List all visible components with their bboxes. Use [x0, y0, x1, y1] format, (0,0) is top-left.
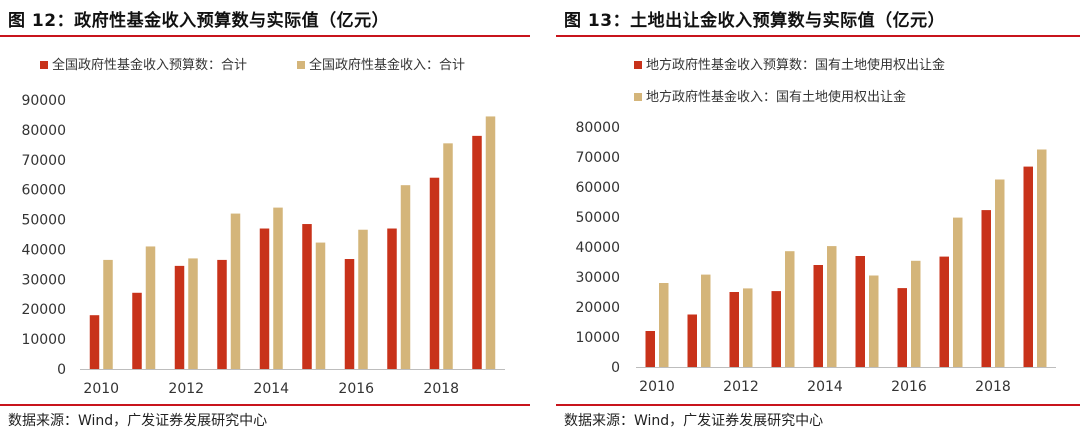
legend-swatch — [297, 60, 305, 69]
bar-budget-2015 — [855, 256, 865, 367]
y-tick-label: 70000 — [21, 153, 66, 169]
bar-budget-2015 — [302, 224, 312, 369]
source-note: 数据来源：Wind，广发证券发展研究中心 — [564, 413, 824, 429]
source-rule — [556, 404, 1080, 406]
chart-title: 图 12：政府性基金收入预算数与实际值（亿元） — [8, 11, 390, 31]
bar-budget-2010 — [645, 331, 655, 367]
y-tick-label: 60000 — [575, 180, 620, 196]
bar-budget-2018 — [981, 210, 991, 367]
bar-actual-2010 — [103, 259, 113, 369]
bar-budget-2010 — [89, 315, 100, 369]
bar-budget-2012 — [729, 292, 739, 367]
legend-item-budget: 全国政府性基金收入预算数：合计 — [40, 54, 247, 73]
bar-actual-2019 — [1037, 149, 1047, 367]
bar-actual-2013 — [785, 251, 795, 367]
bar-actual-2014 — [273, 207, 283, 369]
bar-budget-2017 — [387, 228, 397, 369]
y-tick-label: 50000 — [575, 210, 620, 226]
x-tick-label: 2010 — [83, 381, 119, 397]
chart-title: 图 13：土地出让金收入预算数与实际值（亿元） — [564, 11, 946, 31]
bar-actual-2018 — [995, 179, 1005, 367]
legend-label: 全国政府性基金收入：合计 — [309, 58, 466, 73]
bar-actual-2016 — [358, 229, 368, 369]
legend-label: 地方政府性基金收入：国有土地使用权出让金 — [646, 90, 907, 105]
chart-panel-left: 图 12：政府性基金收入预算数与实际值（亿元） 全国政府性基金收入预算数：合计 全… — [0, 0, 530, 439]
y-tick-label: 50000 — [21, 213, 66, 229]
bar-actual-2015 — [869, 275, 879, 367]
legend-item-budget: 地方政府性基金收入预算数：国有土地使用权出让金 — [634, 54, 945, 73]
y-tick-label: 0 — [611, 360, 620, 376]
x-tick-label: 2018 — [423, 381, 459, 397]
title-rule — [0, 35, 530, 37]
y-tick-label: 80000 — [575, 120, 620, 136]
x-tick-label: 2016 — [338, 381, 374, 397]
bar-actual-2012 — [188, 258, 198, 369]
x-tick-label: 2014 — [253, 381, 289, 397]
title-rule — [556, 35, 1080, 37]
legend-swatch — [40, 60, 48, 69]
x-tick-label: 2012 — [168, 381, 204, 397]
bar-chart-svg: 0 10000 20000 30000 40000 50000 60000 70000 8000… — [575, 120, 1056, 395]
bar-actual-2016 — [911, 260, 921, 367]
y-tick-label: 0 — [57, 362, 66, 378]
bar-actual-2014 — [827, 246, 837, 367]
y-tick-label: 70000 — [575, 150, 620, 166]
bar-actual-2019 — [485, 116, 496, 369]
legend-label: 全国政府性基金收入预算数：合计 — [52, 58, 248, 73]
bar-budget-2014 — [259, 228, 270, 369]
source-note: 数据来源：Wind，广发证券发展研究中心 — [8, 413, 268, 429]
bar-budget-2018 — [429, 177, 440, 369]
legend-swatch — [634, 60, 642, 69]
bar-actual-2017 — [953, 217, 963, 367]
bar-budget-2013 — [771, 291, 781, 367]
y-tick-label: 60000 — [21, 183, 66, 199]
bar-actual-2012 — [743, 288, 753, 367]
bar-chart-svg: 0 10000 20000 30000 40000 50000 60000 70000 8000… — [21, 93, 505, 397]
legend-item-actual: 全国政府性基金收入：合计 — [297, 54, 465, 73]
source-rule — [0, 404, 530, 406]
x-tick-label: 2012 — [723, 379, 759, 395]
bar-budget-2014 — [813, 265, 823, 367]
chart-panel-right: 图 13：土地出让金收入预算数与实际值（亿元） 地方政府性基金收入预算数：国有土… — [556, 0, 1080, 439]
y-tick-label: 30000 — [575, 270, 620, 286]
bar-budget-2017 — [939, 256, 949, 367]
x-tick-label: 2014 — [807, 379, 843, 395]
x-tick-label: 2018 — [975, 379, 1011, 395]
y-tick-label: 10000 — [21, 332, 66, 348]
bar-actual-2011 — [145, 246, 156, 369]
x-tick-label: 2016 — [891, 379, 927, 395]
bar-budget-2019 — [472, 135, 482, 369]
x-tick-label: 2010 — [639, 379, 675, 395]
y-tick-label: 40000 — [21, 242, 66, 258]
bar-budget-2011 — [132, 292, 142, 369]
legend-swatch — [634, 92, 642, 101]
legend-item-actual: 地方政府性基金收入：国有土地使用权出让金 — [634, 86, 906, 105]
bar-budget-2013 — [217, 259, 227, 369]
bar-actual-2017 — [400, 185, 411, 369]
bar-actual-2010 — [659, 283, 669, 367]
y-tick-label: 30000 — [21, 272, 66, 288]
legend-label: 地方政府性基金收入预算数：国有土地使用权出让金 — [646, 58, 946, 73]
bar-budget-2011 — [687, 314, 697, 367]
bar-actual-2011 — [701, 274, 711, 367]
bar-budget-2016 — [897, 288, 907, 367]
bar-actual-2015 — [315, 242, 326, 369]
y-tick-label: 80000 — [21, 123, 66, 139]
y-tick-label: 20000 — [21, 302, 66, 318]
y-tick-label: 90000 — [21, 93, 66, 109]
y-tick-label: 40000 — [575, 240, 620, 256]
bar-actual-2013 — [230, 213, 241, 369]
bar-budget-2012 — [174, 265, 185, 369]
y-tick-label: 20000 — [575, 300, 620, 316]
y-tick-label: 10000 — [575, 330, 620, 346]
bar-actual-2018 — [443, 143, 453, 369]
bar-budget-2016 — [344, 259, 355, 369]
bar-budget-2019 — [1023, 166, 1033, 367]
